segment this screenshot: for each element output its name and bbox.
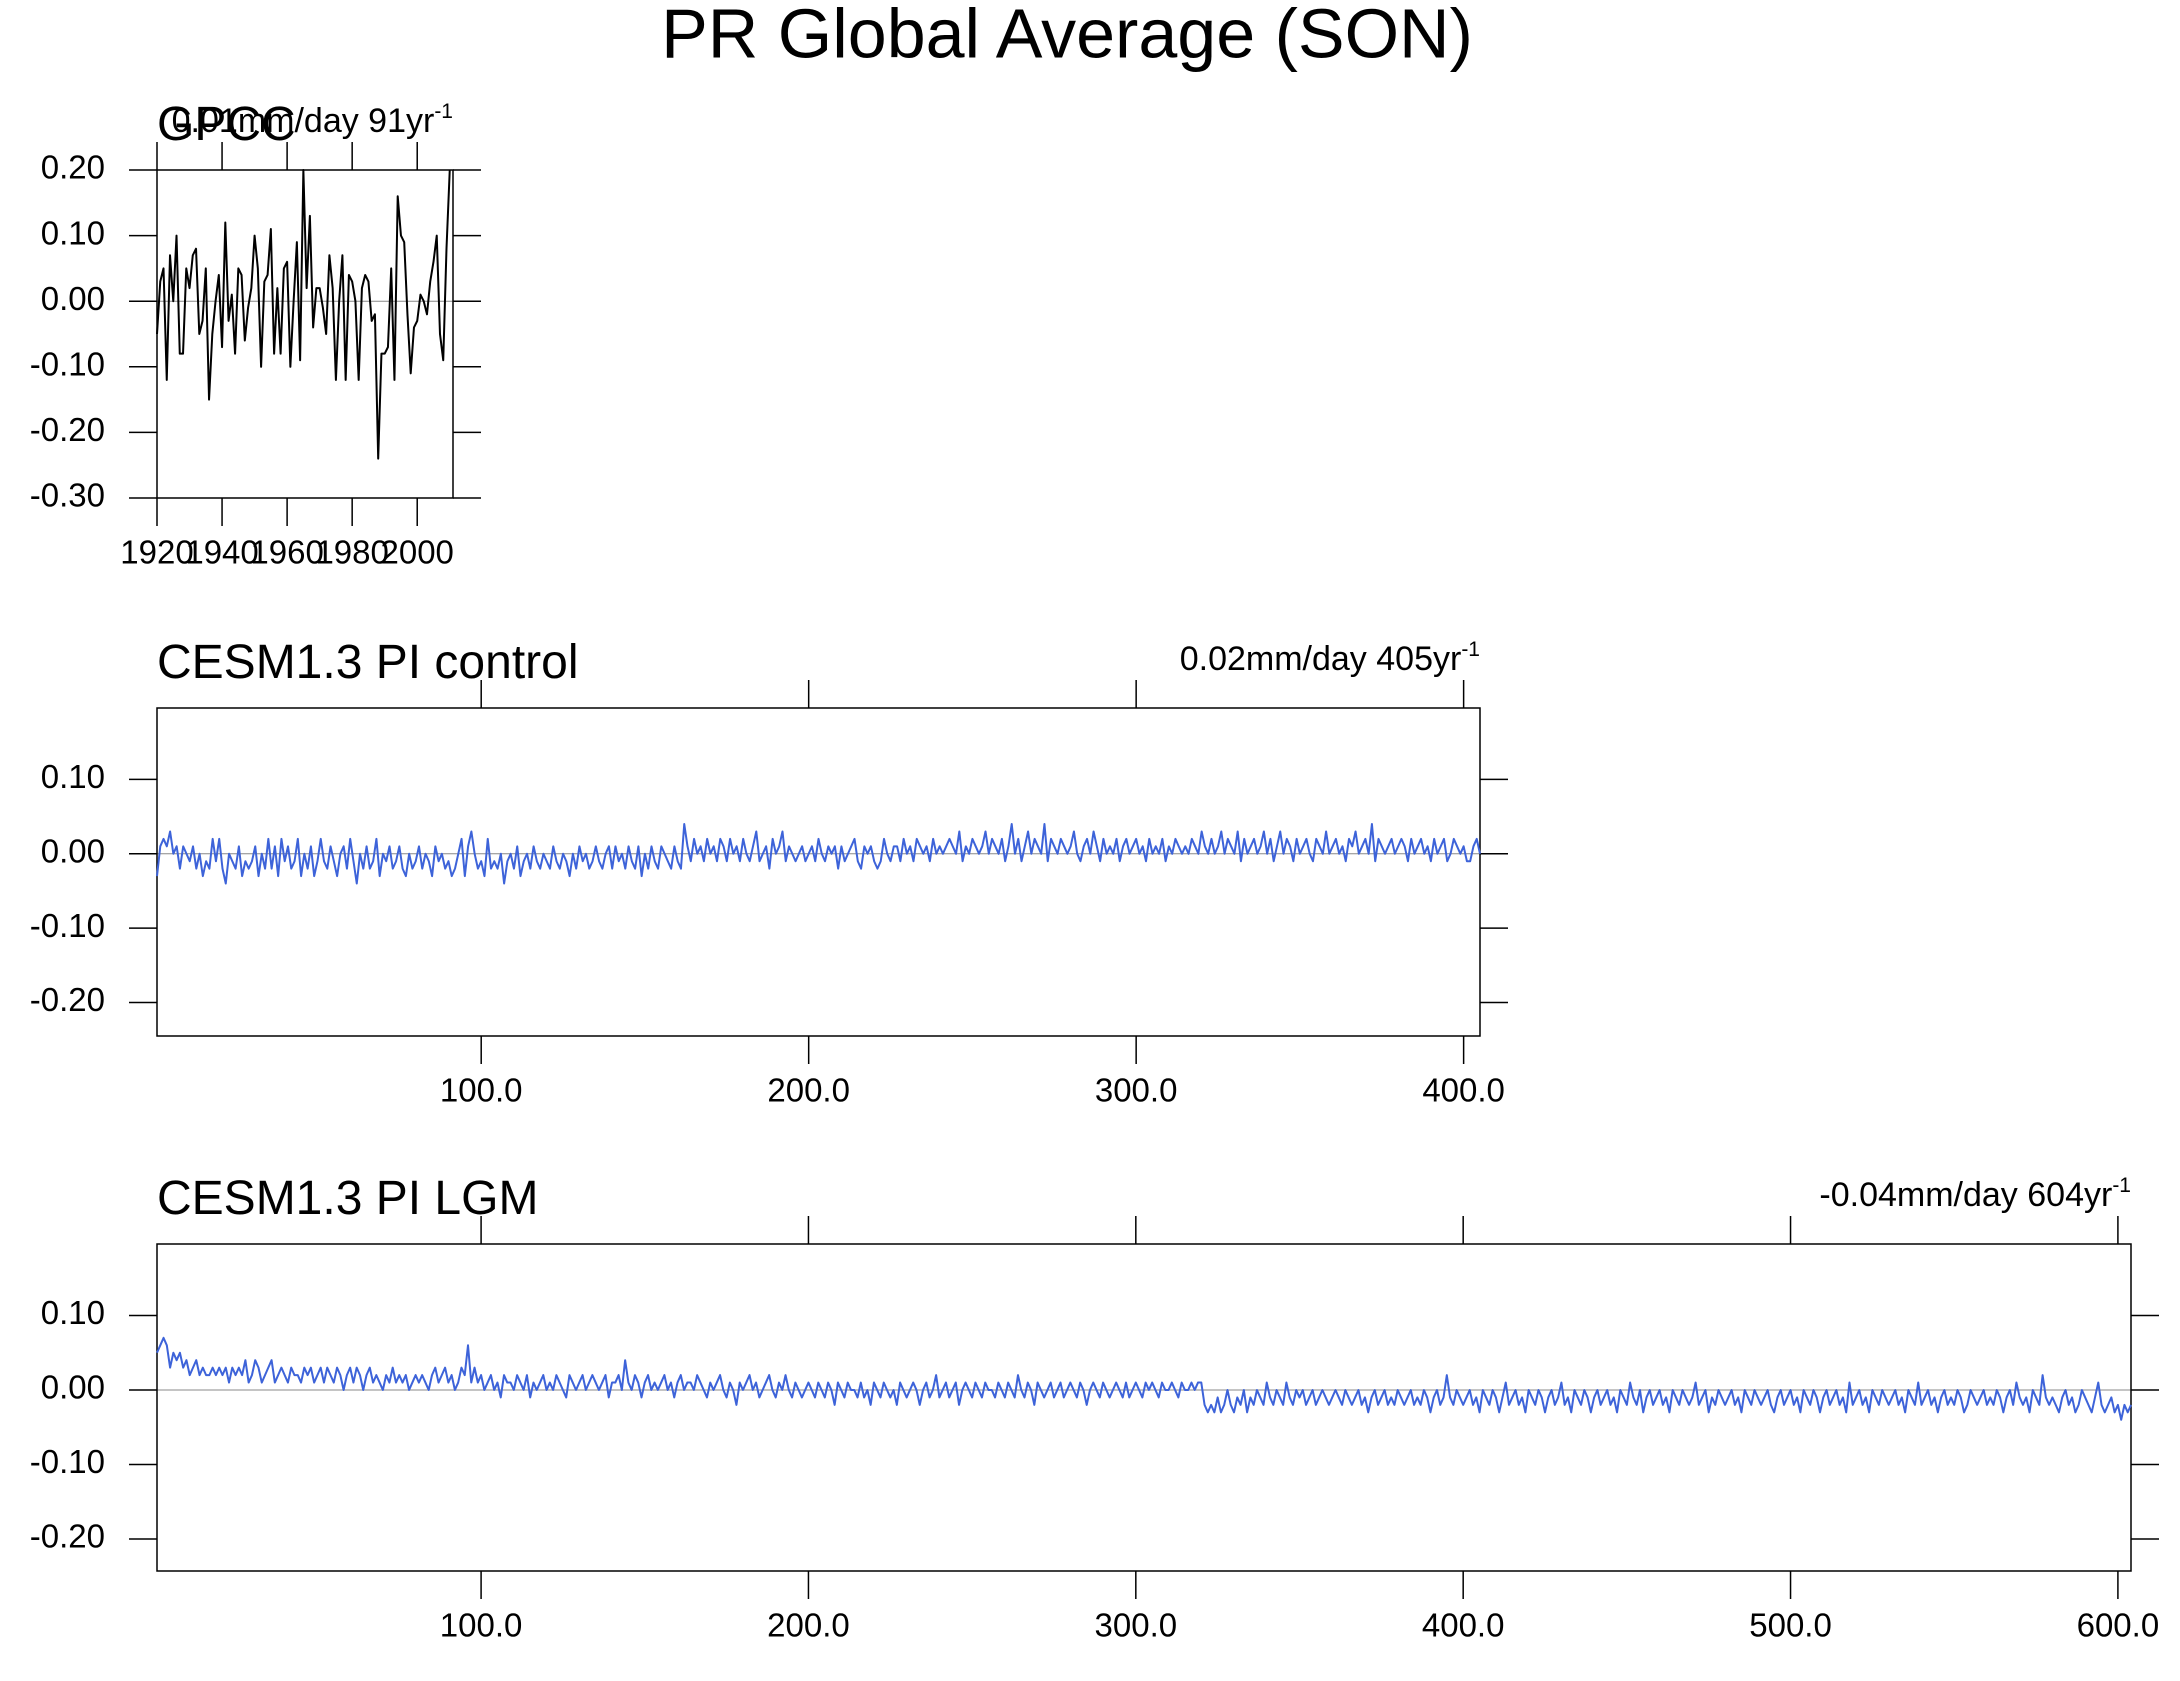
x-tick-label: 2000 bbox=[381, 534, 454, 571]
x-tick-label: 1920 bbox=[120, 534, 193, 571]
y-tick-label: -0.20 bbox=[30, 981, 105, 1018]
y-tick-label: 0.00 bbox=[41, 832, 105, 869]
y-tick-label: 0.10 bbox=[41, 214, 105, 251]
annotation-superscript: -1 bbox=[434, 100, 453, 123]
x-tick-label: 200.0 bbox=[767, 1607, 850, 1644]
panel-title: GPCC bbox=[157, 98, 296, 151]
y-tick-label: 0.00 bbox=[41, 1369, 105, 1406]
x-tick-label: 1960 bbox=[250, 534, 323, 571]
x-tick-label: 500.0 bbox=[1749, 1607, 1832, 1644]
plot-frame bbox=[156, 1243, 2132, 1572]
y-tick-label: -0.30 bbox=[30, 477, 105, 514]
annotation-text: 0.01mm/day 91yr bbox=[172, 102, 435, 140]
y-tick-label: 0.00 bbox=[41, 280, 105, 317]
y-tick-label: -0.10 bbox=[30, 346, 105, 383]
y-tick-label: -0.20 bbox=[30, 1518, 105, 1555]
x-tick-label: 300.0 bbox=[1095, 1072, 1178, 1109]
x-tick-label: 100.0 bbox=[440, 1607, 523, 1644]
panel: 0.10 0.00 -0.10 -0.20 100.0 200.0 300.0 400.0 CE… bbox=[30, 636, 1508, 1109]
y-tick-label: 0.10 bbox=[41, 1294, 105, 1331]
annotation-superscript: -1 bbox=[1461, 638, 1480, 661]
x-tick-label: 200.0 bbox=[767, 1072, 850, 1109]
annotation-text: -0.04mm/day 604yr bbox=[1819, 1176, 2112, 1214]
annotation: -0.04mm/day 604yr-1 bbox=[1819, 1174, 2131, 1214]
y-tick-label: -0.10 bbox=[30, 1443, 105, 1480]
annotation-text: 0.02mm/day 405yr bbox=[1180, 640, 1462, 678]
annotation: 0.01mm/day 91yr-1 bbox=[172, 100, 453, 140]
page-title: PR Global Average (SON) bbox=[661, 0, 1473, 72]
panel-title: CESM1.3 PI LGM bbox=[157, 1172, 538, 1225]
data-line bbox=[156, 169, 451, 460]
panel: 0.10 0.00 -0.10 -0.20 100.0 200.0 300.0 400.0 50… bbox=[30, 1172, 2159, 1644]
x-tick-label: 600.0 bbox=[2077, 1607, 2160, 1644]
x-tick-label: 400.0 bbox=[1422, 1072, 1505, 1109]
x-tick-label: 100.0 bbox=[440, 1072, 523, 1109]
panel: 0.20 0.10 0.00 -0.10 -0.20 -0.30 1920194019601… bbox=[30, 98, 481, 571]
x-tick-label: 1940 bbox=[185, 534, 258, 571]
y-tick-label: -0.10 bbox=[30, 907, 105, 944]
annotation-superscript: -1 bbox=[2112, 1174, 2131, 1197]
y-tick-label: 0.10 bbox=[41, 758, 105, 795]
data-line bbox=[156, 823, 1481, 885]
panel-title: CESM1.3 PI control bbox=[157, 636, 579, 689]
y-tick-label: 0.20 bbox=[41, 149, 105, 186]
y-tick-label: -0.20 bbox=[30, 411, 105, 448]
annotation: 0.02mm/day 405yr-1 bbox=[1180, 638, 1480, 678]
x-tick-label: 400.0 bbox=[1422, 1607, 1505, 1644]
x-tick-label: 300.0 bbox=[1095, 1607, 1178, 1644]
x-tick-label: 1980 bbox=[315, 534, 388, 571]
data-line bbox=[156, 1336, 2132, 1421]
